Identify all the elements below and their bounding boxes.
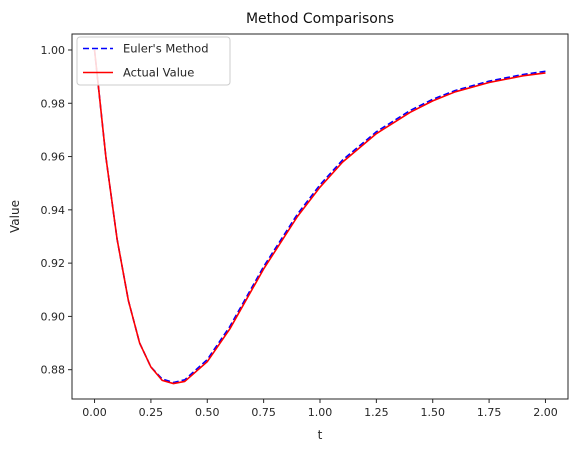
legend-label-euler: Euler's Method — [123, 42, 209, 56]
x-tick-label: 1.50 — [420, 406, 445, 419]
y-tick-label: 0.92 — [41, 257, 66, 270]
x-axis-label: t — [318, 428, 323, 442]
y-tick-label: 0.94 — [41, 204, 66, 217]
series-line-1 — [93, 49, 546, 385]
y-tick-label: 0.96 — [41, 151, 66, 164]
y-tick-label: 0.98 — [41, 97, 66, 110]
legend: Euler's Method Actual Value — [76, 36, 231, 86]
x-tick-label: 1.00 — [308, 406, 333, 419]
x-tick-label: 0.75 — [251, 406, 276, 419]
chart-title: Method Comparisons — [246, 11, 394, 27]
x-tick-label: 0.00 — [82, 406, 107, 419]
x-tick-label: 1.75 — [477, 406, 502, 419]
x-tick-label: 2.00 — [533, 406, 558, 419]
x-tick-label: 0.25 — [139, 406, 164, 419]
legend-label-actual: Actual Value — [123, 66, 194, 80]
y-axis-label: Value — [8, 200, 22, 233]
x-axis-ticks: 0.00 0.25 0.50 0.75 1.00 1.25 1.50 1.75 2.00 — [82, 399, 558, 419]
x-tick-label: 1.25 — [364, 406, 389, 419]
y-tick-label: 0.90 — [41, 310, 66, 323]
series-lines — [93, 49, 546, 385]
plot-area — [72, 34, 568, 399]
y-tick-label: 1.00 — [41, 44, 66, 57]
y-tick-label: 0.88 — [41, 364, 66, 377]
x-tick-label: 0.50 — [195, 406, 220, 419]
legend-box — [76, 36, 231, 86]
y-axis-ticks: 0.88 0.90 0.92 0.94 0.96 0.98 1.00 — [41, 44, 72, 377]
